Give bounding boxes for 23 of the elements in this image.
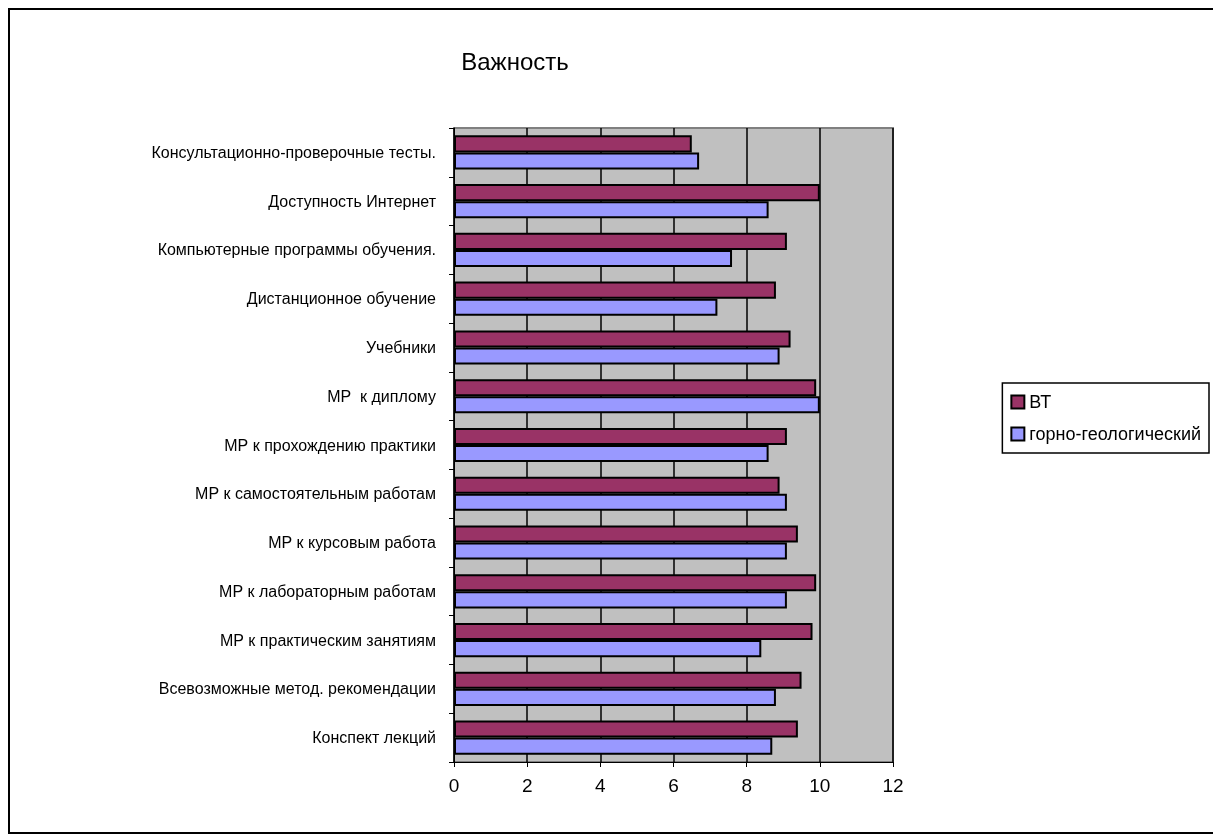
x-tick-label: 0	[448, 775, 460, 796]
y-tick-label: Всевозможные метод. рекомендации	[158, 680, 436, 698]
x-tick-label: 6	[668, 775, 679, 796]
y-tick-label: Компьютерные программы обучения.	[157, 241, 436, 259]
y-tick-label: МР к практическим занятиям	[219, 631, 436, 649]
y-tick-label: Доступность Интернет	[268, 192, 437, 210]
x-tick-label: 8	[741, 775, 752, 796]
y-tick-label: МР к самостоятельным работам	[195, 485, 436, 503]
legend-label: ВТ	[1029, 392, 1052, 412]
y-tick-label: Консультационно-проверочные тесты.	[151, 143, 436, 161]
y-tick-label: МР к прохождению практики	[224, 436, 436, 454]
y-tick-label: Учебники	[365, 338, 436, 356]
x-tick-label: 10	[809, 775, 831, 796]
y-tick-label: МР к диплому	[327, 387, 436, 405]
y-tick-label: Конспект лекций	[312, 729, 436, 747]
y-tick-label: МР к лабораторным работам	[219, 582, 436, 600]
legend-label: горно-геологический	[1029, 424, 1202, 444]
y-tick-label: Дистанционное обучение	[246, 290, 437, 308]
chart-title: Важность	[461, 47, 569, 75]
x-tick-label: 12	[882, 775, 904, 796]
x-tick-label: 4	[595, 775, 607, 796]
x-tick-label: 2	[521, 775, 533, 796]
y-tick-label: МР к курсовым работа	[268, 534, 437, 552]
